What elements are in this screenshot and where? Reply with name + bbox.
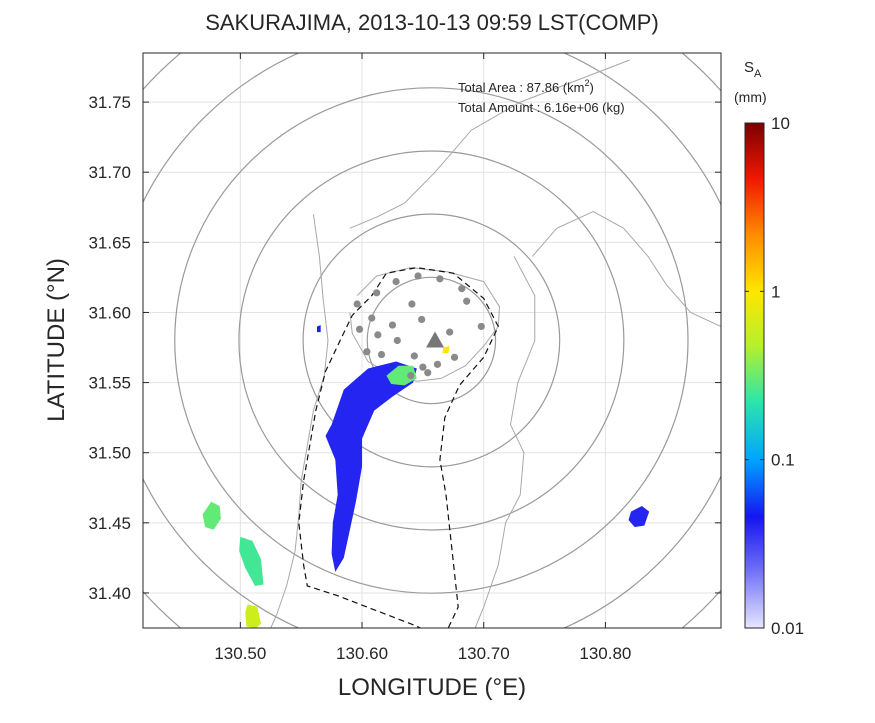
colorbar-gradient	[744, 122, 765, 629]
y-tick-label: 31.65	[88, 233, 131, 252]
x-tick-label: 130.70	[458, 644, 510, 663]
station-dot	[410, 352, 418, 360]
y-tick-label: 31.40	[88, 584, 131, 603]
y-tick-label: 31.50	[88, 444, 131, 463]
x-tick-label: 130.80	[579, 644, 631, 663]
station-dot	[373, 289, 381, 297]
y-tick-label: 31.55	[88, 374, 131, 393]
x-tick-label: 130.50	[214, 644, 266, 663]
station-dot	[477, 322, 485, 331]
station-dot	[463, 297, 471, 305]
ash-region-small-patch	[317, 325, 321, 333]
range-ring	[366, 276, 497, 405]
coastline-osumi-west-coast	[474, 256, 536, 628]
station-dot	[377, 350, 386, 359]
station-dot	[363, 348, 371, 356]
station-dot	[419, 363, 427, 371]
ash-region-southwest-patch-1	[202, 501, 221, 530]
colorbar-tick-label: 1	[771, 282, 780, 301]
range-ring	[238, 150, 625, 531]
colorbar-label-main: S	[744, 59, 754, 76]
station-dot	[446, 328, 454, 336]
y-tick-label: 31.60	[88, 303, 131, 322]
total-amount-annotation: Total Amount : 6.16e+06 (kg)	[458, 100, 625, 115]
range-rings	[143, 53, 721, 628]
ash-region-vent-deposit	[442, 346, 450, 354]
ash-region-main-plume	[325, 361, 417, 572]
station-dot	[408, 300, 416, 308]
chart-title: SAKURAJIMA, 2013-10-13 09:59 LST(COMP)	[205, 10, 659, 35]
colorbar-tick-label: 0.1	[771, 451, 795, 470]
station-dot	[388, 321, 397, 329]
plot-frame	[142, 52, 722, 629]
x-axis-ticks: 130.50 130.60 130.70 130.80	[214, 53, 631, 663]
ash-region-southwest-patch-3	[245, 604, 261, 628]
station-dot	[424, 369, 432, 377]
colorbar-label-sub: A	[754, 68, 762, 80]
ash-region-east-patch	[628, 506, 650, 527]
y-axis-ticks: 31.40 31.45 31.50 31.55 31.60 31.65 31.70 31.75	[88, 93, 721, 603]
station-dot	[355, 325, 364, 333]
station-dot	[414, 272, 422, 280]
dashed-boundary	[298, 266, 499, 628]
ash-region-plume-core	[386, 365, 417, 386]
station-dot	[407, 371, 415, 380]
range-ring	[302, 213, 561, 468]
y-axis-label: LATITUDE (°N)	[43, 258, 70, 422]
colorbar-tick-label: 10	[771, 114, 790, 133]
station-dot	[458, 285, 466, 293]
ash-regions	[202, 325, 650, 628]
total-area-text: Total Area : 87.86 (km	[458, 80, 584, 95]
coastline-eastern-coast	[532, 210, 721, 327]
vent-marker	[426, 331, 445, 348]
station-dot	[392, 277, 400, 286]
station-dot	[418, 315, 426, 324]
total-area-annotation: Total Area : 87.86 (km2)	[458, 78, 594, 95]
colorbar-ticks: 0.01 0.1 1 10	[745, 114, 804, 638]
colorbar: SA (mm) 0.01 0.1 1 10	[734, 59, 804, 638]
station-dot	[353, 300, 361, 308]
station-dot	[393, 336, 401, 345]
coastline-satsuma-east-coast	[270, 214, 329, 628]
y-tick-label: 31.45	[88, 514, 131, 533]
ash-region-southwest-patch-2	[239, 536, 264, 586]
y-tick-label: 31.75	[88, 93, 131, 112]
colorbar-tick-label: 0.01	[771, 619, 804, 638]
coastline-kirishima-coast	[349, 59, 630, 229]
station-dot	[368, 314, 376, 322]
station-dot	[433, 360, 442, 368]
x-tick-label: 130.60	[336, 644, 388, 663]
range-ring	[174, 87, 689, 594]
map-area	[143, 53, 721, 628]
station-dot	[450, 353, 459, 361]
colorbar-label: SA	[744, 59, 762, 80]
total-area-close: )	[589, 80, 593, 95]
station-dot	[374, 331, 382, 339]
colorbar-unit: (mm)	[734, 89, 767, 105]
total-area-sup: 2	[584, 78, 589, 88]
grid	[143, 53, 721, 628]
station-dot	[436, 275, 444, 283]
coastlines	[270, 59, 721, 628]
y-tick-label: 31.70	[88, 163, 131, 182]
x-axis-label: LONGITUDE (°E)	[338, 674, 526, 701]
stations	[353, 272, 485, 380]
